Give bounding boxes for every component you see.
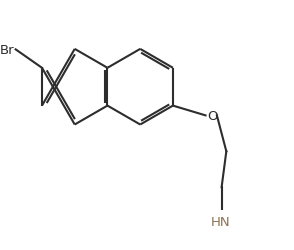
Text: HN: HN <box>211 215 230 228</box>
Text: Br: Br <box>0 44 15 57</box>
Text: O: O <box>207 110 218 122</box>
